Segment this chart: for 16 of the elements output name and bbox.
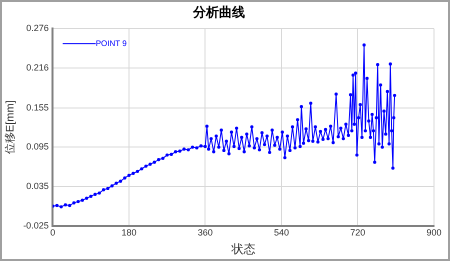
y-axis-title: 位移E[mm] [4,100,17,154]
x-tick-label: 180 [121,228,136,238]
y-tick-label: -0.025 [23,220,49,230]
y-tick-label: 0.095 [26,142,49,152]
x-tick-label: 360 [198,228,213,238]
y-tick-label: 0.155 [26,102,49,112]
x-axis-title: 状态 [230,242,256,256]
legend-label: POINT 9 [96,38,128,48]
y-tick-label: 0.035 [26,180,49,191]
y-tick-label: 0.216 [26,62,49,72]
chart-title: 分析曲线 [192,4,245,20]
x-tick-label: 720 [350,228,366,238]
x-tick-label: 540 [274,228,290,238]
x-tick-label: 900 [426,228,442,238]
x-tick-label: 0 [50,228,56,238]
y-tick-label: 0.276 [26,23,49,34]
